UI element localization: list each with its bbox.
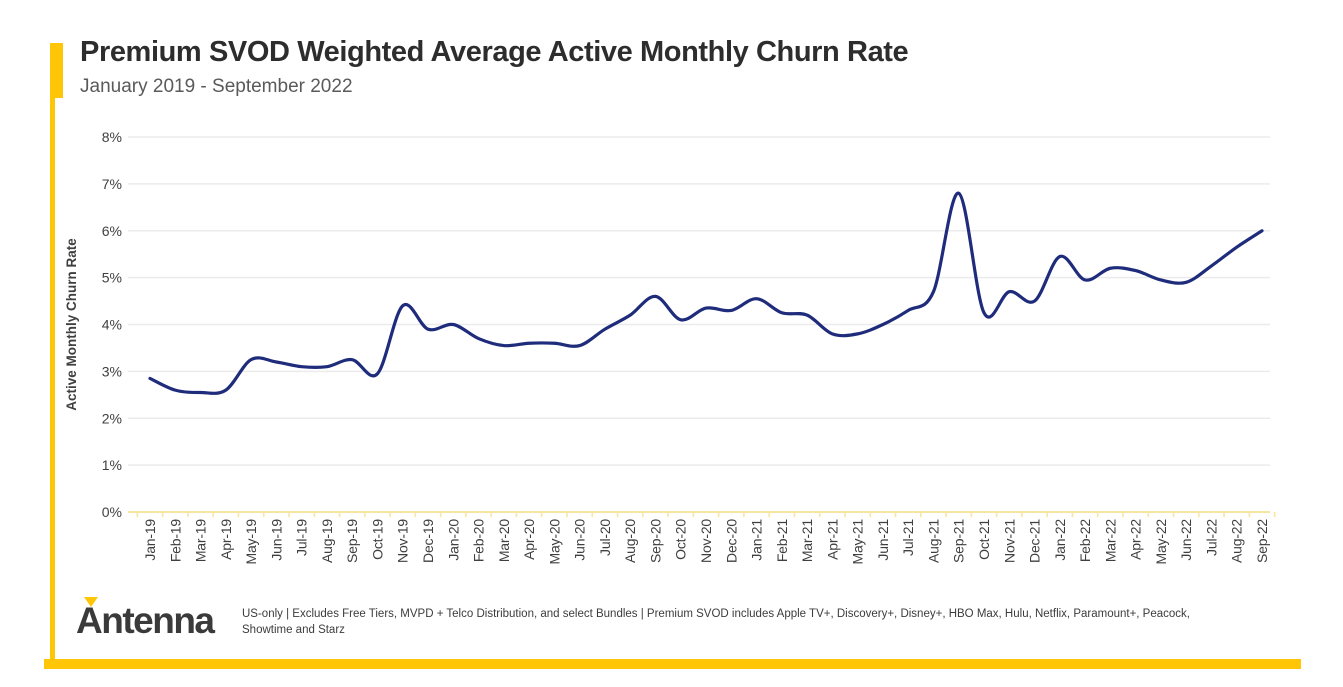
bottom-frame-bar: [44, 659, 1301, 669]
x-axis-month-label: Jun-19: [268, 519, 284, 561]
x-axis-month-label: Jun-22: [1178, 519, 1194, 561]
y-axis-tick-label: 2%: [102, 410, 122, 426]
x-axis-month-label: May-21: [850, 519, 866, 565]
page-subtitle: January 2019 - September 2022: [80, 76, 353, 97]
x-axis-month-label: Feb-22: [1077, 519, 1093, 563]
x-axis-month-label: Sep-19: [344, 519, 360, 563]
x-axis-month-label: Apr-19: [218, 519, 234, 560]
x-axis-month-label: Apr-22: [1128, 519, 1144, 560]
x-axis-month-label: Feb-21: [774, 519, 790, 563]
x-axis-month-label: Mar-20: [496, 519, 512, 563]
left-frame-line: [50, 43, 55, 669]
x-axis-month-label: Aug-20: [622, 519, 638, 563]
x-axis-month-label: May-20: [546, 519, 562, 565]
x-axis-month-label: Jun-21: [875, 519, 891, 561]
x-axis-month-label: Jul-21: [900, 519, 916, 556]
churn-rate-series-line: [148, 191, 1264, 395]
x-axis-month-label: Apr-20: [521, 519, 537, 560]
x-axis-month-label: Aug-21: [925, 519, 941, 563]
x-axis-month-label: Jul-22: [1203, 519, 1219, 556]
x-axis-month-label: Sep-22: [1254, 519, 1270, 563]
x-axis-month-label: Mar-22: [1102, 519, 1118, 563]
x-axis-month-label: Nov-21: [1001, 519, 1017, 563]
y-axis-title: Active Monthly Churn Rate: [64, 238, 79, 411]
x-axis-month-label: Jul-20: [597, 519, 613, 556]
y-axis-tick-label: 7%: [102, 176, 122, 192]
y-axis-tick-label: 1%: [102, 457, 122, 473]
x-axis-month-label: Jan-20: [445, 519, 461, 561]
x-axis-month-label: Dec-21: [1027, 519, 1043, 563]
y-axis-tick-label: 4%: [102, 317, 122, 333]
y-axis-tick-label: 8%: [102, 129, 122, 145]
antenna-logo: Antenna: [76, 600, 215, 641]
x-axis-month-label: Apr-21: [824, 519, 840, 560]
x-axis-month-label: Nov-20: [698, 519, 714, 563]
x-axis-month-label: May-22: [1153, 519, 1169, 565]
x-axis-month-label: Jan-19: [142, 519, 158, 561]
x-axis-month-label: Oct-21: [976, 519, 992, 560]
y-axis-tick-label: 0%: [102, 504, 122, 520]
y-axis-tick-label: 6%: [102, 223, 122, 239]
antenna-logo-triangle-icon: [84, 597, 98, 607]
footnote-disclaimer: US-only | Excludes Free Tiers, MVPD + Te…: [242, 608, 1190, 636]
x-axis-month-label: Jul-19: [294, 519, 310, 556]
page-title: Premium SVOD Weighted Average Active Mon…: [80, 36, 909, 68]
x-axis-month-label: Feb-19: [167, 519, 183, 563]
x-axis-month-label: Jan-22: [1052, 519, 1068, 561]
x-axis-month-label: Mar-21: [799, 519, 815, 563]
x-axis-month-label: Dec-20: [723, 519, 739, 563]
x-axis-month-label: Dec-19: [420, 519, 436, 563]
x-axis-month-label: Aug-19: [319, 519, 335, 563]
x-axis-month-label: Feb-20: [471, 519, 487, 563]
x-axis-month-label: Jan-21: [749, 519, 765, 561]
x-axis-month-label: Oct-20: [673, 519, 689, 560]
x-axis-month-label: Sep-21: [951, 519, 967, 563]
x-axis-month-label: Aug-22: [1229, 519, 1245, 563]
y-axis-tick-label: 3%: [102, 363, 122, 379]
x-axis-month-label: Nov-19: [395, 519, 411, 563]
x-axis-month-label: Jun-20: [572, 519, 588, 561]
x-axis-month-label: May-19: [243, 519, 259, 565]
y-axis-tick-label: 5%: [102, 270, 122, 286]
x-axis-month-label: Mar-19: [193, 519, 209, 563]
x-axis-month-label: Oct-19: [369, 519, 385, 560]
x-axis-month-label: Sep-20: [647, 519, 663, 563]
